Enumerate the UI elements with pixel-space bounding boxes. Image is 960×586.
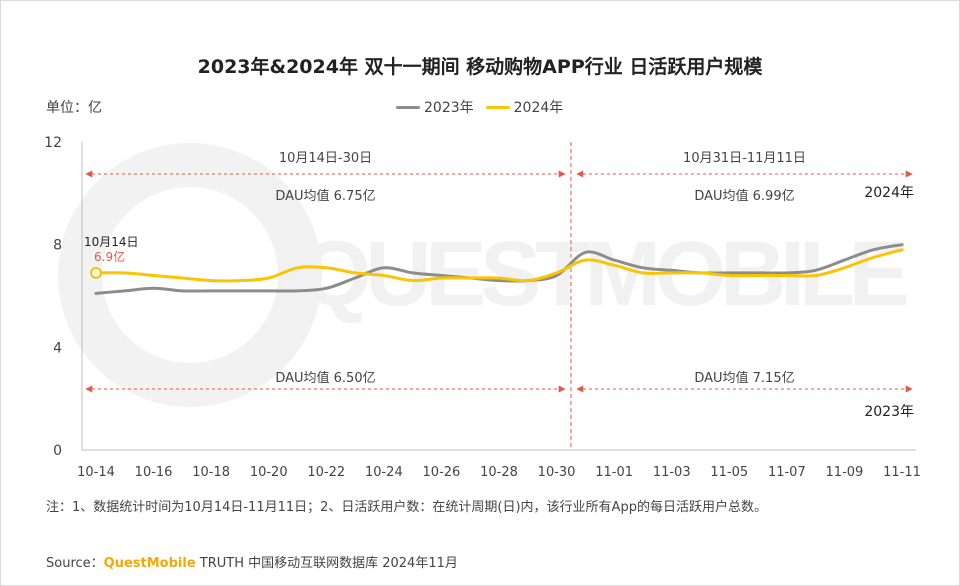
year-2024-label: 2024年 bbox=[864, 185, 914, 201]
chart-legend: 2023年 2024年 bbox=[396, 97, 563, 117]
y-tick-label: 12 bbox=[44, 135, 62, 151]
y-tick-label: 0 bbox=[53, 443, 62, 459]
point-value-label: 6.9亿 bbox=[94, 249, 125, 264]
watermark-logo: QUESTMOBILE bbox=[58, 143, 910, 407]
series-line-2024 bbox=[94, 248, 904, 283]
point-date-label: 10月14日 bbox=[84, 235, 139, 249]
x-tick-label: 10-24 bbox=[365, 465, 403, 480]
unit-label: 单位：亿 bbox=[46, 100, 102, 116]
source-prefix: Source： bbox=[46, 556, 104, 571]
chart-title: 2023年&2024年 双十一期间 移动购物APP行业 日活跃用户规模 bbox=[197, 56, 763, 78]
legend-item-2024: 2024年 bbox=[485, 97, 564, 117]
legend-item-2023: 2023年 bbox=[396, 97, 474, 117]
x-tick-label: 10-20 bbox=[250, 465, 288, 480]
legend-label-2023: 2023年 bbox=[424, 100, 474, 116]
x-tick-label: 11-01 bbox=[595, 465, 633, 480]
series-line-2023 bbox=[94, 243, 904, 295]
source-brand: QuestMobile bbox=[103, 556, 196, 571]
x-tick-label: 10-18 bbox=[192, 465, 230, 480]
x-tick-label: 10-30 bbox=[538, 465, 576, 480]
year-2023-label: 2023年 bbox=[864, 404, 914, 420]
x-tick-label: 10-26 bbox=[423, 465, 461, 480]
y-tick-label: 8 bbox=[53, 238, 62, 254]
period-right-label: 10月31日-11月11日 bbox=[683, 151, 806, 166]
x-tick-label: 11-11 bbox=[883, 465, 921, 480]
legend-label-2024: 2024年 bbox=[513, 100, 564, 116]
x-tick-label: 11-03 bbox=[653, 465, 691, 480]
legend-swatch-2024 bbox=[485, 105, 510, 109]
dau-2023-left-label: DAU均值 6.50亿 bbox=[275, 370, 375, 386]
legend-swatch-2023 bbox=[396, 105, 420, 109]
x-tick-label: 10-22 bbox=[307, 465, 345, 480]
footnote: 注：1、数据统计时间为10月14日-11月11日；2、日活跃用户数：在统计周期(… bbox=[46, 500, 767, 515]
x-tick-label: 10-16 bbox=[135, 465, 173, 480]
source-line: Source：QuestMobile TRUTH 中国移动互联网数据库 2024… bbox=[46, 552, 458, 571]
highlight-point-2024 bbox=[90, 267, 102, 279]
y-tick-label: 4 bbox=[53, 340, 62, 356]
source-suffix: TRUTH 中国移动互联网数据库 2024年11月 bbox=[195, 556, 458, 571]
x-tick-label: 10-28 bbox=[480, 465, 518, 480]
period-left-label: 10月14日-30日 bbox=[279, 151, 372, 166]
x-tick-label: 11-09 bbox=[826, 465, 864, 480]
x-tick-label: 11-07 bbox=[768, 465, 806, 480]
x-tick-label: 11-05 bbox=[710, 465, 748, 480]
x-tick-label: 10-14 bbox=[77, 465, 115, 480]
svg-text:QUESTMOBILE: QUESTMOBILE bbox=[300, 223, 910, 325]
dau-2024-right-label: DAU均值 6.99亿 bbox=[694, 188, 794, 204]
dau-2023-right-label: DAU均值 7.15亿 bbox=[694, 370, 794, 386]
dau-2024-left-label: DAU均值 6.75亿 bbox=[275, 188, 375, 204]
